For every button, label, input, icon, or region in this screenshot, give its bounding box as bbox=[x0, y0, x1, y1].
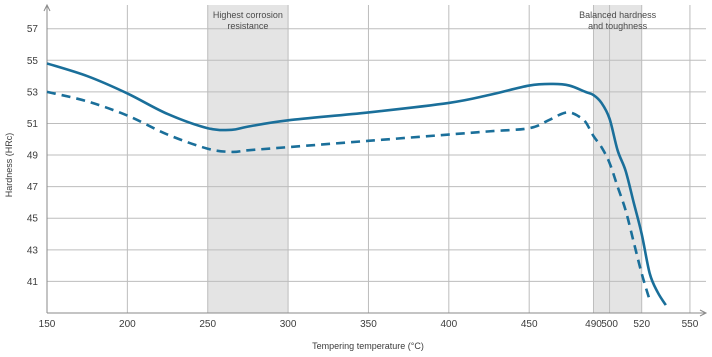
band-label-1: Highest corrosion resistance bbox=[213, 10, 283, 31]
x-axis-label: Tempering temperature (°C) bbox=[312, 341, 424, 351]
y-tick-label-53: 53 bbox=[27, 87, 39, 98]
x-tick-label-200: 200 bbox=[119, 319, 136, 330]
y-tick-label-47: 47 bbox=[27, 182, 39, 193]
x-tick-label-490: 490 bbox=[585, 319, 602, 330]
x-tick-label-400: 400 bbox=[440, 319, 457, 330]
x-tick-label-550: 550 bbox=[682, 319, 699, 330]
x-tick-label-300: 300 bbox=[280, 319, 297, 330]
bands-layer bbox=[207, 5, 642, 313]
x-axis-arrow bbox=[699, 309, 708, 317]
x-tick-label-350: 350 bbox=[360, 319, 377, 330]
band-label-2: Balanced hardness and toughness bbox=[579, 10, 657, 31]
y-tick-label-45: 45 bbox=[27, 214, 39, 225]
y-axis-arrow bbox=[43, 3, 51, 12]
x-tick-label-450: 450 bbox=[521, 319, 538, 330]
y-axis-label: Hardness (HRc) bbox=[4, 133, 14, 198]
x-tick-label-150: 150 bbox=[39, 319, 56, 330]
y-tick-label-41: 41 bbox=[27, 277, 39, 288]
series-layer bbox=[46, 62, 667, 306]
labels-layer: Highest corrosion resistance Balanced hard… bbox=[27, 10, 699, 330]
x-tick-label-500: 500 bbox=[601, 319, 618, 330]
series-line-solid bbox=[46, 62, 667, 306]
y-tick-label-51: 51 bbox=[27, 119, 39, 130]
band-label-2-line-2: and toughness bbox=[588, 21, 648, 31]
y-tick-label-49: 49 bbox=[27, 151, 39, 162]
band-label-1-line-2: resistance bbox=[227, 21, 268, 31]
x-tick-label-520: 520 bbox=[633, 319, 650, 330]
y-tick-label-43: 43 bbox=[27, 245, 39, 256]
band-label-2-line-1: Balanced hardness bbox=[579, 10, 657, 20]
axes-layer bbox=[43, 3, 708, 317]
y-tick-label-57: 57 bbox=[27, 24, 39, 35]
band-label-1-line-1: Highest corrosion bbox=[213, 10, 283, 20]
band-1 bbox=[207, 5, 289, 313]
x-tick-label-250: 250 bbox=[199, 319, 216, 330]
grid-layer bbox=[46, 5, 706, 313]
series-line-dashed bbox=[46, 90, 651, 301]
y-tick-label-55: 55 bbox=[27, 56, 39, 67]
band-2 bbox=[593, 5, 642, 313]
